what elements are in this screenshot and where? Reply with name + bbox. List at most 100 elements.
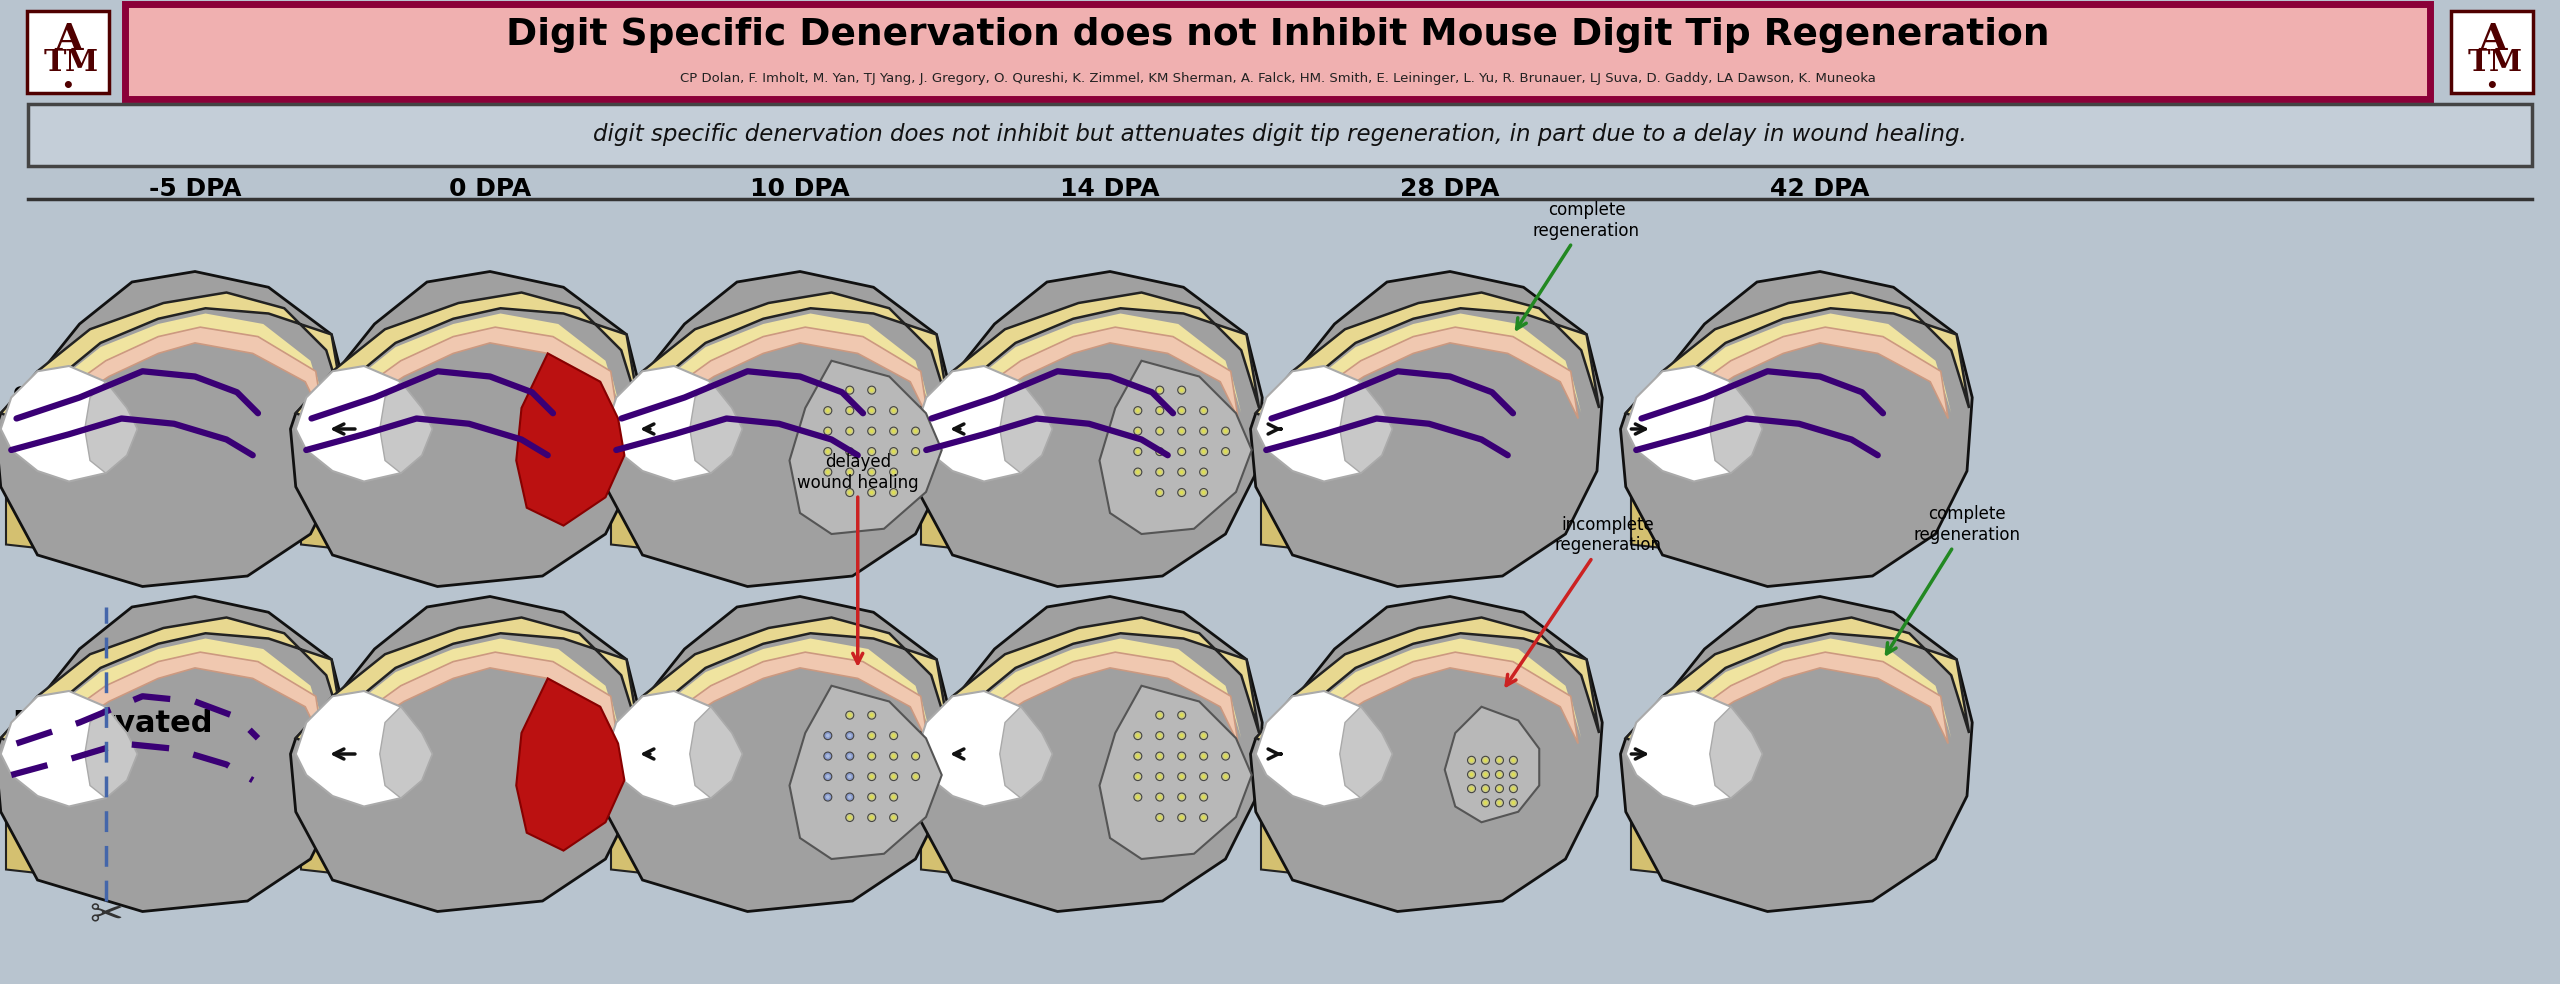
Polygon shape bbox=[916, 366, 1052, 481]
Circle shape bbox=[1467, 757, 1475, 765]
Circle shape bbox=[845, 752, 855, 760]
Circle shape bbox=[1157, 816, 1162, 820]
Circle shape bbox=[891, 491, 896, 494]
Circle shape bbox=[1134, 468, 1142, 476]
Circle shape bbox=[847, 491, 852, 494]
Circle shape bbox=[1510, 757, 1518, 765]
Circle shape bbox=[824, 468, 832, 476]
Text: M: M bbox=[2488, 48, 2522, 77]
Circle shape bbox=[1157, 734, 1162, 738]
Polygon shape bbox=[1710, 707, 1761, 798]
Polygon shape bbox=[1626, 292, 1969, 418]
Polygon shape bbox=[602, 596, 952, 911]
Circle shape bbox=[1469, 787, 1475, 790]
Circle shape bbox=[1180, 816, 1183, 820]
Circle shape bbox=[827, 450, 829, 454]
Circle shape bbox=[1180, 450, 1183, 454]
Polygon shape bbox=[622, 314, 932, 424]
Circle shape bbox=[1155, 427, 1165, 435]
Circle shape bbox=[1155, 406, 1165, 414]
Polygon shape bbox=[607, 366, 742, 481]
Circle shape bbox=[1178, 793, 1185, 801]
Polygon shape bbox=[1339, 382, 1393, 473]
Circle shape bbox=[1510, 770, 1518, 778]
Circle shape bbox=[891, 814, 899, 822]
Polygon shape bbox=[1620, 272, 1971, 586]
Polygon shape bbox=[517, 353, 625, 525]
Circle shape bbox=[824, 427, 832, 435]
Circle shape bbox=[914, 754, 916, 758]
Circle shape bbox=[1224, 450, 1226, 454]
Polygon shape bbox=[932, 639, 1242, 749]
Circle shape bbox=[891, 772, 899, 780]
Circle shape bbox=[870, 429, 873, 433]
Circle shape bbox=[827, 795, 829, 799]
Circle shape bbox=[824, 793, 832, 801]
Polygon shape bbox=[1641, 314, 1951, 424]
Circle shape bbox=[1137, 754, 1139, 758]
Circle shape bbox=[1157, 713, 1162, 717]
Circle shape bbox=[847, 450, 852, 454]
Circle shape bbox=[1221, 427, 1229, 435]
Text: digit specific denervation does not inhibit but attenuates digit tip regeneratio: digit specific denervation does not inhi… bbox=[594, 124, 1966, 147]
Polygon shape bbox=[15, 639, 325, 749]
Circle shape bbox=[891, 816, 896, 820]
Circle shape bbox=[870, 713, 873, 717]
Circle shape bbox=[1510, 801, 1516, 805]
Polygon shape bbox=[302, 765, 594, 891]
Polygon shape bbox=[1444, 707, 1539, 823]
Circle shape bbox=[1178, 752, 1185, 760]
Circle shape bbox=[824, 406, 832, 414]
Circle shape bbox=[1201, 429, 1206, 433]
Circle shape bbox=[847, 408, 852, 412]
Circle shape bbox=[1157, 470, 1162, 474]
Circle shape bbox=[1180, 734, 1183, 738]
Circle shape bbox=[1155, 772, 1165, 780]
Circle shape bbox=[1137, 450, 1139, 454]
Text: •: • bbox=[2486, 77, 2499, 96]
Circle shape bbox=[891, 734, 896, 738]
Circle shape bbox=[1510, 787, 1516, 790]
Polygon shape bbox=[302, 440, 594, 566]
Polygon shape bbox=[916, 618, 1260, 744]
Polygon shape bbox=[612, 440, 906, 566]
Circle shape bbox=[1178, 468, 1185, 476]
Circle shape bbox=[1221, 752, 1229, 760]
Circle shape bbox=[1137, 774, 1139, 778]
Circle shape bbox=[891, 774, 896, 778]
Circle shape bbox=[870, 774, 873, 778]
Circle shape bbox=[914, 450, 916, 454]
Circle shape bbox=[1498, 759, 1500, 763]
Circle shape bbox=[1155, 386, 1165, 395]
Circle shape bbox=[1178, 386, 1185, 395]
Circle shape bbox=[1155, 488, 1165, 497]
Circle shape bbox=[891, 468, 899, 476]
Circle shape bbox=[845, 814, 855, 822]
Polygon shape bbox=[5, 440, 300, 566]
Circle shape bbox=[1178, 427, 1185, 435]
Polygon shape bbox=[1001, 707, 1052, 798]
Polygon shape bbox=[1651, 652, 1948, 754]
Circle shape bbox=[1180, 429, 1183, 433]
Circle shape bbox=[891, 406, 899, 414]
Circle shape bbox=[1201, 793, 1208, 801]
Polygon shape bbox=[0, 272, 348, 586]
Circle shape bbox=[1201, 491, 1206, 494]
Circle shape bbox=[1155, 732, 1165, 740]
Circle shape bbox=[1157, 408, 1162, 412]
Circle shape bbox=[1495, 799, 1503, 807]
Circle shape bbox=[1510, 759, 1516, 763]
Circle shape bbox=[1157, 450, 1162, 454]
Circle shape bbox=[1180, 713, 1183, 717]
Circle shape bbox=[827, 754, 829, 758]
Circle shape bbox=[1157, 754, 1162, 758]
FancyBboxPatch shape bbox=[28, 11, 108, 92]
Text: Digit Specific Denervation does not Inhibit Mouse Digit Tip Regeneration: Digit Specific Denervation does not Inhi… bbox=[507, 18, 2048, 53]
Text: incomplete
regeneration: incomplete regeneration bbox=[1505, 516, 1661, 686]
Circle shape bbox=[914, 774, 916, 778]
Circle shape bbox=[1155, 793, 1165, 801]
Polygon shape bbox=[1249, 596, 1603, 911]
Circle shape bbox=[845, 406, 855, 414]
Polygon shape bbox=[1631, 440, 1925, 566]
Circle shape bbox=[1495, 757, 1503, 765]
